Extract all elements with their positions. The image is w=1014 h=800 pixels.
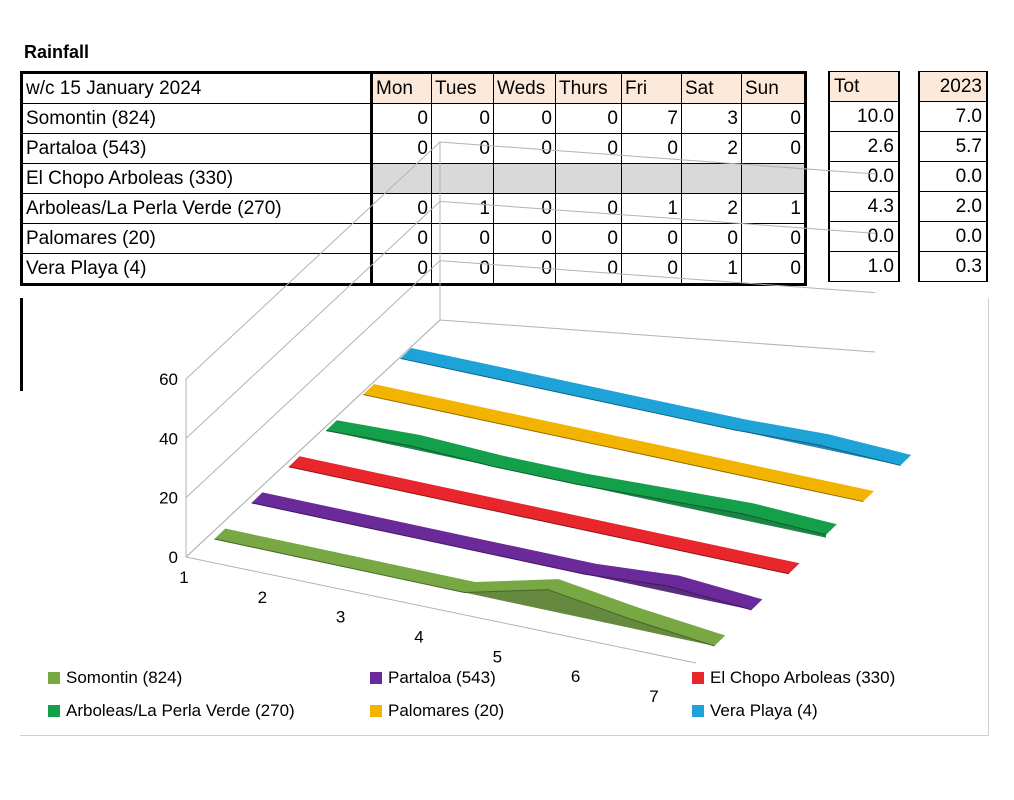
table-row: Palomares (20) 0 0 0 0 0 0 0 bbox=[21, 223, 806, 254]
daily-rainfall-cell: 0 bbox=[431, 253, 494, 285]
x-axis-line bbox=[185, 556, 697, 664]
legend-item: Palomares (20) bbox=[370, 701, 504, 721]
daily-rainfall-cell bbox=[681, 163, 742, 194]
day-header: Sun bbox=[741, 72, 806, 104]
station-name: Palomares (20) bbox=[21, 223, 373, 254]
day-header: Fri bbox=[621, 72, 682, 104]
previous-year-cell: 0.0 bbox=[919, 221, 987, 252]
day-header: Weds bbox=[493, 72, 556, 104]
previous-year-cell: 2.0 bbox=[919, 191, 987, 222]
y-tick-label: 40 bbox=[159, 429, 178, 448]
total-cell: 2.6 bbox=[829, 131, 899, 162]
gridline bbox=[185, 141, 876, 380]
daily-rainfall-cell: 0 bbox=[371, 223, 432, 254]
legend-item: Arboleas/La Perla Verde (270) bbox=[48, 701, 295, 721]
legend-swatch bbox=[48, 705, 60, 717]
series-line bbox=[325, 430, 827, 536]
legend-label: Partaloa (543) bbox=[388, 668, 496, 687]
legend-label: Somontin (824) bbox=[66, 668, 183, 687]
legend-label: Arboleas/La Perla Verde (270) bbox=[66, 701, 295, 720]
legend-swatch bbox=[48, 672, 60, 684]
station-name: Somontin (824) bbox=[21, 103, 373, 134]
series-ribbon-top bbox=[214, 528, 726, 647]
series-line bbox=[363, 394, 864, 503]
prev-year-header: 2023 bbox=[919, 71, 987, 102]
legend-swatch bbox=[370, 705, 382, 717]
legend-item: El Chopo Arboleas (330) bbox=[692, 668, 895, 688]
x-tick-label: 6 bbox=[571, 667, 580, 686]
series-line bbox=[400, 357, 901, 466]
daily-rainfall-cell: 1 bbox=[431, 193, 494, 224]
daily-rainfall-cell: 0 bbox=[741, 103, 806, 134]
daily-rainfall-cell: 1 bbox=[681, 253, 742, 285]
table-row: Somontin (824) 0 0 0 0 7 3 0 bbox=[21, 103, 806, 134]
series-ribbon-top bbox=[288, 456, 800, 574]
series-ribbon-top bbox=[400, 347, 912, 466]
series-line bbox=[288, 466, 789, 575]
totals-table: Tot 10.0 2.6 0.0 4.3 0.0 1.0 bbox=[828, 71, 900, 282]
legend-label: Palomares (20) bbox=[388, 701, 505, 720]
x-tick-label: 7 bbox=[649, 687, 658, 706]
daily-rainfall-cell: 0 bbox=[493, 253, 556, 285]
daily-rainfall-cell bbox=[555, 163, 622, 194]
series-line bbox=[214, 538, 715, 647]
daily-rainfall-cell bbox=[621, 163, 682, 194]
daily-rainfall-cell: 2 bbox=[681, 193, 742, 224]
x-tick-label: 4 bbox=[414, 628, 423, 647]
x-tick-label: 5 bbox=[493, 647, 502, 666]
page-title: Rainfall bbox=[24, 42, 90, 62]
y-tick-label: 0 bbox=[169, 548, 178, 567]
table-row: Arboleas/La Perla Verde (270) 0 1 0 0 1 2 1 bbox=[21, 193, 806, 224]
station-name: Vera Playa (4) bbox=[21, 253, 373, 285]
tot-header: Tot bbox=[829, 71, 899, 102]
table-row: Vera Playa (4) 0 0 0 0 0 1 0 bbox=[21, 253, 806, 285]
gridline bbox=[185, 200, 876, 439]
station-name: Partaloa (543) bbox=[21, 133, 373, 164]
x-tick-label: 3 bbox=[336, 608, 345, 627]
legend-label: El Chopo Arboleas (330) bbox=[710, 668, 896, 687]
daily-rainfall-cell bbox=[493, 163, 556, 194]
legend-swatch bbox=[370, 672, 382, 684]
legend-item: Vera Playa (4) bbox=[692, 701, 818, 721]
legend-swatch bbox=[692, 705, 704, 717]
floor-edge bbox=[185, 319, 441, 558]
table-header-row: w/c 15 January 2024 Mon Tues Weds Thurs … bbox=[21, 72, 806, 104]
x-tick-label: 2 bbox=[258, 588, 267, 607]
daily-rainfall-cell: 3 bbox=[681, 103, 742, 134]
station-name: Arboleas/La Perla Verde (270) bbox=[21, 193, 373, 224]
daily-rainfall-cell: 0 bbox=[371, 253, 432, 285]
daily-rainfall-cell: 0 bbox=[555, 193, 622, 224]
series-ribbon-top bbox=[363, 384, 874, 502]
legend-label: Vera Playa (4) bbox=[710, 701, 818, 720]
previous-year-cell: 7.0 bbox=[919, 101, 987, 132]
daily-rainfall-cell: 0 bbox=[741, 253, 806, 285]
series-ribbon-top bbox=[251, 492, 763, 610]
total-cell: 0.0 bbox=[829, 221, 899, 252]
total-cell: 1.0 bbox=[829, 251, 899, 282]
rainfall-table: w/c 15 January 2024 Mon Tues Weds Thurs … bbox=[20, 71, 807, 286]
day-header: Mon bbox=[371, 72, 432, 104]
daily-rainfall-cell: 0 bbox=[493, 103, 556, 134]
day-header: Sat bbox=[681, 72, 742, 104]
previous-year-cell: 5.7 bbox=[919, 131, 987, 162]
x-tick-label: 1 bbox=[179, 568, 188, 587]
legend-swatch bbox=[692, 672, 704, 684]
series-ribbon-top bbox=[326, 420, 837, 535]
series-line bbox=[251, 502, 752, 611]
y-tick-label: 60 bbox=[159, 370, 178, 389]
day-header: Thurs bbox=[555, 72, 622, 104]
daily-rainfall-cell: 0 bbox=[741, 223, 806, 254]
legend-item: Somontin (824) bbox=[48, 668, 182, 688]
previous-year-cell: 0.3 bbox=[919, 251, 987, 282]
legend-item: Partaloa (543) bbox=[370, 668, 496, 688]
previous-year-table: 2023 7.0 5.7 0.0 2.0 0.0 0.3 bbox=[918, 71, 988, 282]
daily-rainfall-cell: 0 bbox=[431, 133, 494, 164]
table-row: El Chopo Arboleas (330) bbox=[21, 163, 806, 194]
series-area-front bbox=[400, 358, 901, 466]
week-label: w/c 15 January 2024 bbox=[21, 72, 373, 104]
daily-rainfall-cell: 0 bbox=[681, 223, 742, 254]
y-tick-label: 20 bbox=[159, 489, 178, 508]
table-border-fragment bbox=[20, 298, 23, 391]
